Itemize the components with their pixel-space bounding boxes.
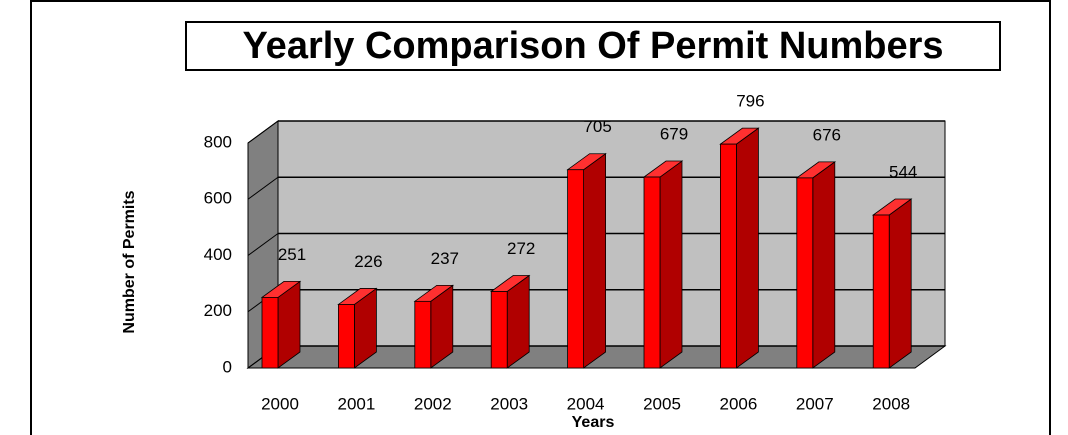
y-tick-label: 0 (223, 357, 232, 376)
bar-side (583, 152, 606, 369)
y-tick-label: 200 (204, 301, 232, 320)
bar-side (888, 198, 912, 369)
grid-line-side (247, 120, 279, 144)
data-label: 226 (354, 252, 382, 271)
bar (872, 214, 890, 369)
bar-side (812, 161, 836, 369)
data-label: 676 (813, 125, 841, 144)
chart-frame (30, 0, 1051, 435)
data-label: 679 (660, 125, 688, 144)
bar-side (736, 127, 759, 369)
bar (337, 304, 355, 369)
x-tick-label: 2007 (796, 394, 834, 413)
data-label: 272 (507, 239, 535, 258)
x-tick-label: 2003 (490, 394, 528, 413)
title-box (185, 21, 1001, 71)
x-tick-label: 2001 (337, 394, 375, 413)
chart-title: Yearly Comparison Of Permit Numbers (242, 25, 943, 67)
y-tick-label: 600 (204, 189, 232, 208)
bar (567, 169, 584, 369)
bar (720, 143, 737, 369)
grid-line-side (247, 176, 279, 200)
grid-line-side (247, 233, 279, 256)
x-tick-label: 2002 (414, 394, 452, 413)
y-tick-label: 800 (204, 132, 232, 151)
bar (490, 291, 508, 369)
data-label: 705 (583, 117, 611, 136)
x-axis-title: Years (572, 414, 615, 431)
y-axis-title: Number of Permits (121, 190, 138, 333)
x-tick-label: 2005 (643, 394, 681, 413)
x-tick-label: 2008 (872, 394, 910, 413)
bar (643, 176, 661, 369)
x-tick-label: 2004 (567, 394, 605, 413)
bar (414, 300, 432, 369)
data-label: 251 (278, 245, 306, 264)
y-tick-label: 400 (204, 245, 232, 264)
bar (796, 177, 814, 369)
data-label: 796 (736, 92, 764, 111)
x-tick-label: 2006 (719, 394, 757, 413)
bar-side (659, 160, 683, 369)
x-tick-label: 2000 (261, 394, 299, 413)
bar (261, 297, 279, 369)
data-label: 237 (431, 249, 459, 268)
data-label: 544 (889, 162, 917, 181)
